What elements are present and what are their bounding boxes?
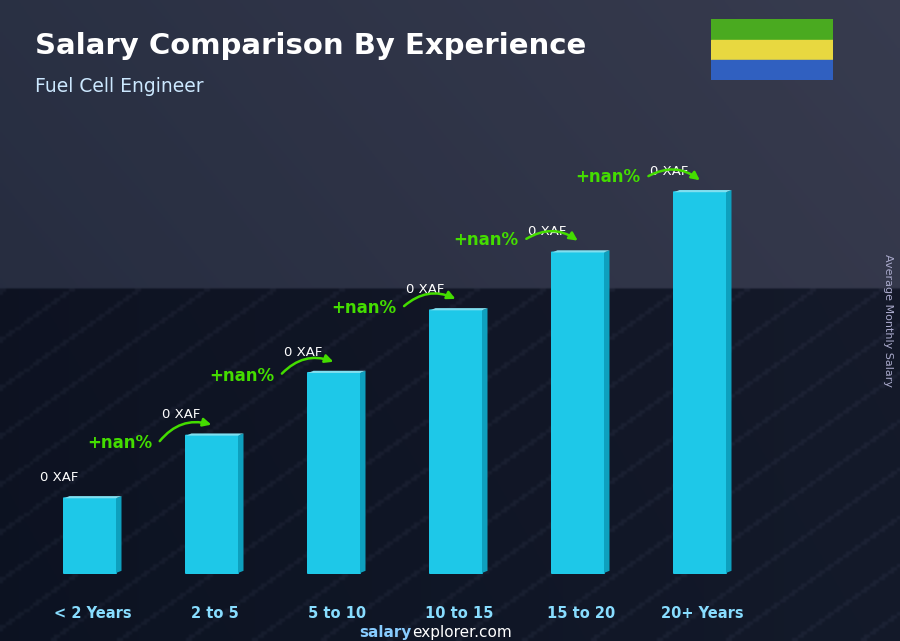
- Text: 2 to 5: 2 to 5: [191, 606, 238, 620]
- Text: 10 to 15: 10 to 15: [425, 606, 493, 620]
- FancyBboxPatch shape: [185, 435, 239, 574]
- Polygon shape: [604, 250, 609, 573]
- Bar: [711, 40, 832, 60]
- Text: 0 XAF: 0 XAF: [40, 471, 78, 484]
- Bar: [711, 60, 832, 80]
- Text: 0 XAF: 0 XAF: [284, 345, 322, 359]
- Bar: [711, 19, 832, 40]
- Polygon shape: [552, 250, 609, 253]
- FancyBboxPatch shape: [551, 251, 605, 574]
- Polygon shape: [674, 190, 732, 192]
- Text: explorer.com: explorer.com: [412, 626, 512, 640]
- Text: +nan%: +nan%: [87, 435, 153, 453]
- Text: 0 XAF: 0 XAF: [527, 225, 566, 238]
- Polygon shape: [308, 370, 365, 373]
- FancyBboxPatch shape: [673, 191, 727, 574]
- Text: 20+ Years: 20+ Years: [662, 606, 744, 620]
- Polygon shape: [64, 496, 122, 498]
- FancyBboxPatch shape: [63, 497, 117, 574]
- Text: Salary Comparison By Experience: Salary Comparison By Experience: [35, 32, 586, 60]
- Polygon shape: [186, 433, 244, 436]
- FancyBboxPatch shape: [429, 310, 483, 574]
- Text: +nan%: +nan%: [454, 231, 518, 249]
- Text: salary: salary: [360, 626, 412, 640]
- Text: +nan%: +nan%: [575, 169, 641, 187]
- Text: 0 XAF: 0 XAF: [162, 408, 200, 421]
- Text: 0 XAF: 0 XAF: [406, 283, 445, 296]
- Text: Average Monthly Salary: Average Monthly Salary: [883, 254, 893, 388]
- Polygon shape: [430, 308, 488, 310]
- FancyBboxPatch shape: [307, 372, 361, 574]
- Text: +nan%: +nan%: [210, 367, 274, 385]
- Text: < 2 Years: < 2 Years: [54, 606, 131, 620]
- Text: 15 to 20: 15 to 20: [546, 606, 615, 620]
- Polygon shape: [482, 308, 488, 573]
- Text: 5 to 10: 5 to 10: [308, 606, 365, 620]
- Polygon shape: [116, 496, 122, 573]
- Polygon shape: [238, 433, 244, 573]
- Polygon shape: [726, 190, 732, 573]
- Text: +nan%: +nan%: [331, 299, 397, 317]
- Polygon shape: [360, 370, 365, 573]
- Text: Fuel Cell Engineer: Fuel Cell Engineer: [35, 76, 203, 96]
- Text: 0 XAF: 0 XAF: [650, 165, 688, 178]
